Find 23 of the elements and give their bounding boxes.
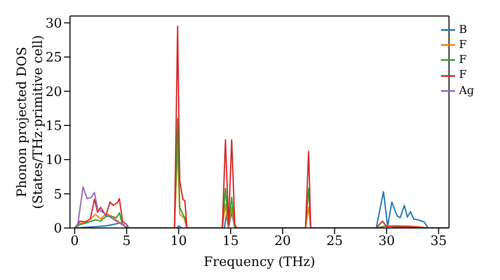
x-tick-label: 5 bbox=[122, 234, 131, 250]
legend-label: Ag bbox=[459, 84, 474, 97]
y-tick-label: 20 bbox=[45, 84, 62, 100]
legend-label: F bbox=[459, 38, 467, 52]
y-tick-label: 15 bbox=[45, 119, 62, 134]
x-tick-label: 15 bbox=[222, 234, 239, 250]
x-tick-label: 20 bbox=[274, 234, 291, 250]
x-tick-label: 25 bbox=[326, 234, 343, 250]
y-tick-label: 10 bbox=[45, 153, 62, 168]
x-tick-label: 35 bbox=[430, 234, 447, 250]
line-series bbox=[74, 186, 130, 228]
y-tick-label: 25 bbox=[45, 50, 62, 66]
y-tick-label: 0 bbox=[54, 222, 62, 237]
x-axis-title: Frequency (THz) bbox=[204, 255, 316, 270]
x-tick-label: 0 bbox=[70, 234, 79, 250]
y-tick-label: 30 bbox=[45, 16, 62, 32]
legend-label: F bbox=[459, 53, 467, 66]
y-tick-label: 5 bbox=[54, 187, 62, 202]
legend-label: B bbox=[459, 23, 468, 36]
x-tick-label: 10 bbox=[170, 234, 187, 250]
x-tick-label: 30 bbox=[378, 234, 395, 250]
legend-label: F bbox=[459, 68, 467, 82]
y-axis-title: Phonon projected DOS (States/THz·primitive cell) bbox=[15, 34, 46, 210]
